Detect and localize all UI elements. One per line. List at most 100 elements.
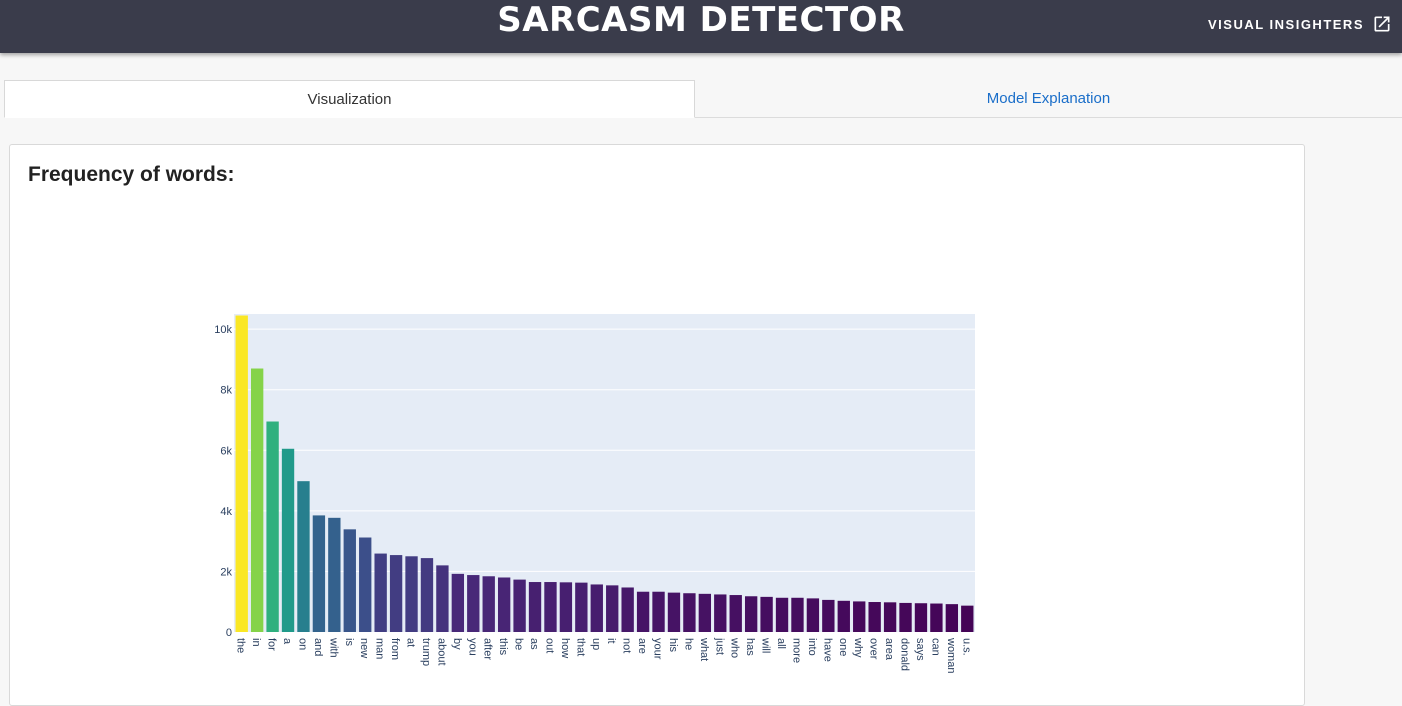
bar-he [683, 593, 696, 632]
visual-insighters-link[interactable]: VISUAL INSIGHTERS [1208, 13, 1392, 35]
app-title: SARCASM DETECTOR [497, 0, 905, 40]
x-tick-label: donald [899, 638, 911, 671]
plot-area [234, 314, 975, 632]
bar-woman [945, 604, 959, 632]
bar-who [729, 595, 742, 632]
bar-more [791, 597, 804, 632]
x-tick-label: for [266, 638, 278, 651]
x-tick-label: new [358, 638, 370, 658]
x-tick-label: in [250, 638, 262, 647]
bar-what [698, 593, 712, 632]
bar-why [853, 601, 866, 632]
x-tick-label: you [466, 638, 478, 656]
bar-u.s. [961, 605, 974, 632]
bar-donald [899, 602, 912, 632]
bar-out [544, 582, 557, 632]
bar-have [822, 599, 835, 632]
x-tick-label: he [682, 638, 694, 650]
bar-not [621, 587, 634, 632]
bar-about [436, 565, 449, 632]
bar-over [868, 602, 881, 632]
x-tick-label: have [821, 638, 833, 662]
x-tick-label: why [852, 637, 864, 658]
y-tick-label: 2k [220, 566, 232, 578]
x-tick-label: as [528, 638, 540, 650]
y-tick-label: 10k [214, 324, 232, 336]
bar-has [744, 596, 758, 632]
x-tick-label: not [621, 638, 633, 653]
x-tick-label: from [389, 638, 401, 660]
x-tick-label: is [343, 638, 355, 646]
x-tick-label: are [636, 638, 648, 654]
y-tick-label: 4k [220, 506, 232, 518]
open-in-new-icon [1374, 16, 1390, 32]
bar-with [328, 517, 341, 632]
bar-the [235, 315, 248, 632]
bar-just [714, 594, 727, 632]
bar-says [914, 603, 928, 632]
bar-and [312, 515, 326, 632]
x-tick-label: how [559, 638, 571, 658]
x-tick-label: about [435, 638, 447, 666]
bar-how [559, 582, 573, 632]
x-tick-label: all [775, 638, 787, 649]
tab-model-explanation[interactable]: Model Explanation [986, 89, 1111, 107]
bar-for [266, 421, 279, 632]
x-tick-label: out [543, 638, 555, 653]
y-tick-label: 8k [220, 385, 232, 397]
x-tick-label: it [605, 638, 617, 644]
bar-are [636, 591, 650, 632]
bar-be [513, 579, 526, 632]
bar-from [389, 555, 403, 632]
bar-after [482, 576, 495, 632]
x-tick-label: by [451, 638, 463, 650]
bar-man [374, 553, 387, 632]
bar-at [405, 556, 418, 632]
bar-one [837, 600, 850, 632]
x-tick-label: has [744, 638, 756, 656]
bar-you [467, 575, 480, 632]
bar-up [590, 584, 603, 632]
x-tick-label: and [312, 638, 324, 656]
bar-area [883, 602, 897, 632]
bar-your [652, 591, 665, 632]
x-tick-label: woman [945, 637, 957, 673]
x-tick-label: u.s. [960, 638, 972, 656]
frequency-card: Frequency of words: 0 2k 4k 6k 8k 10k the in for… [9, 144, 1305, 706]
x-tick-label: on [296, 638, 308, 650]
word-frequency-chart: 0 2k 4k 6k 8k 10k the in for a on and with is new man fr… [214, 314, 975, 673]
x-tick-label: over [868, 638, 880, 660]
bar-all [775, 597, 789, 632]
x-tick-label: after [482, 638, 494, 660]
x-tick-label: can [929, 638, 941, 656]
tab-bar: Visualization Model Explanation [4, 80, 1402, 118]
bar-that [575, 582, 588, 632]
bar-trump [420, 558, 434, 632]
visual-insighters-label: VISUAL INSIGHTERS [1207, 16, 1364, 32]
bar-a [281, 448, 295, 632]
x-tick-label: this [497, 638, 509, 656]
x-tick-label: area [883, 638, 895, 661]
x-tick-label: with [327, 637, 339, 658]
bar-on [297, 481, 310, 632]
x-tick-label: what [698, 637, 710, 661]
x-tick-label: just [713, 637, 725, 655]
bar-new [359, 537, 372, 632]
bar-this [497, 577, 511, 632]
y-tick-label: 6k [220, 445, 232, 457]
x-tick-label: man [374, 638, 386, 659]
x-tick-label: says [914, 638, 926, 661]
bar-will [760, 596, 773, 632]
tab-visualization[interactable]: Visualization [4, 80, 695, 118]
x-tick-label: who [729, 637, 741, 658]
card-title: Frequency of words: [28, 163, 235, 186]
y-tick-label: 0 [226, 627, 232, 639]
x-tick-label: into [806, 638, 818, 656]
x-tick-label: more [790, 638, 802, 663]
bar-is [343, 529, 356, 632]
bar-into [806, 598, 820, 632]
bar-it [606, 585, 619, 632]
x-tick-label: your [652, 638, 664, 660]
x-tick-label: up [590, 638, 602, 650]
bar-can [930, 603, 943, 632]
